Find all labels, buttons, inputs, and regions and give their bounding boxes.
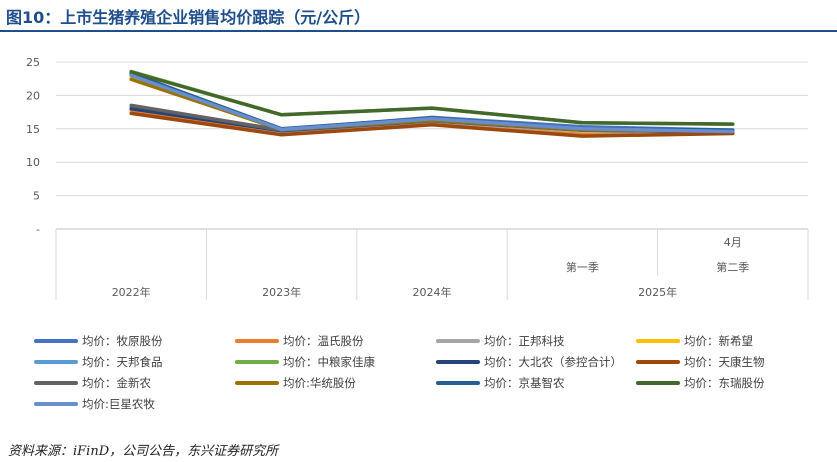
legend-item: 均价：新希望 [636, 334, 753, 348]
x-year-label: 2024年 [413, 285, 452, 299]
legend-label: 均价：牧原股份 [82, 334, 163, 348]
legend-item: 均价：东瑞股份 [636, 376, 765, 390]
y-axis-ticks: - 5 10 15 20 25 [26, 56, 40, 236]
legend-label: 均价：温氏股份 [283, 334, 364, 348]
chart-title: 图10：上市生猪养殖企业销售均价跟踪（元/公斤） [6, 8, 371, 27]
y-tick-label: 5 [33, 190, 40, 203]
series-line [129, 111, 735, 138]
y-tick-label: 10 [26, 156, 40, 169]
legend-item: 均价：天康生物 [636, 355, 765, 369]
legend-item: 均价：中粮家佳康 [235, 355, 375, 369]
title-rule [0, 30, 837, 32]
legend-label: 均价：金新农 [82, 376, 151, 390]
legend-label: 均价：京基智农 [484, 376, 565, 390]
legend-item: 均价：京基智农 [436, 376, 565, 390]
series-lines [129, 69, 735, 138]
y-tick-label: 15 [26, 123, 40, 136]
legend-label: 均价：新希望 [684, 334, 753, 348]
source-note: 资料来源：iFinD，公司公告，东兴证券研究所 [8, 444, 279, 459]
legend-item: 均价：正邦科技 [436, 334, 565, 348]
x-year-label: 2023年 [262, 285, 301, 299]
legend-item: 均价：温氏股份 [235, 334, 364, 348]
legend-item: 均价：大北农（参控合计） [436, 355, 622, 369]
x-year-label: 2025年 [638, 285, 677, 299]
legend-item: 均价:华统股份 [235, 376, 356, 390]
x-quarter-label: 第二季 [716, 260, 749, 274]
y-tick-label: 20 [26, 89, 40, 102]
legend-item: 均价：天邦食品 [34, 355, 163, 369]
legend-item: 均价：金新农 [34, 376, 151, 390]
legend-label: 均价：天邦食品 [82, 355, 163, 369]
series-line [129, 73, 735, 134]
x-year-label: 2022年 [112, 285, 151, 299]
x-month-label: 4月 [724, 236, 742, 249]
legend-item: 均价:巨星农牧 [34, 397, 155, 411]
legend-label: 均价：天康生物 [684, 355, 765, 369]
legend-label: 均价:华统股份 [283, 376, 356, 390]
legend-label: 均价：东瑞股份 [684, 376, 765, 390]
legend-label: 均价：正邦科技 [484, 334, 565, 348]
legend-label: 均价:巨星农牧 [82, 397, 155, 411]
legend-item: 均价：牧原股份 [34, 334, 163, 348]
legend-label: 均价：大北农（参控合计） [484, 355, 622, 369]
legend-label: 均价：中粮家佳康 [283, 355, 375, 369]
x-quarter-label: 第一季 [566, 260, 599, 274]
series-line [129, 70, 735, 126]
y-tick-label: 25 [26, 56, 40, 69]
y-tick-label: - [36, 223, 40, 236]
